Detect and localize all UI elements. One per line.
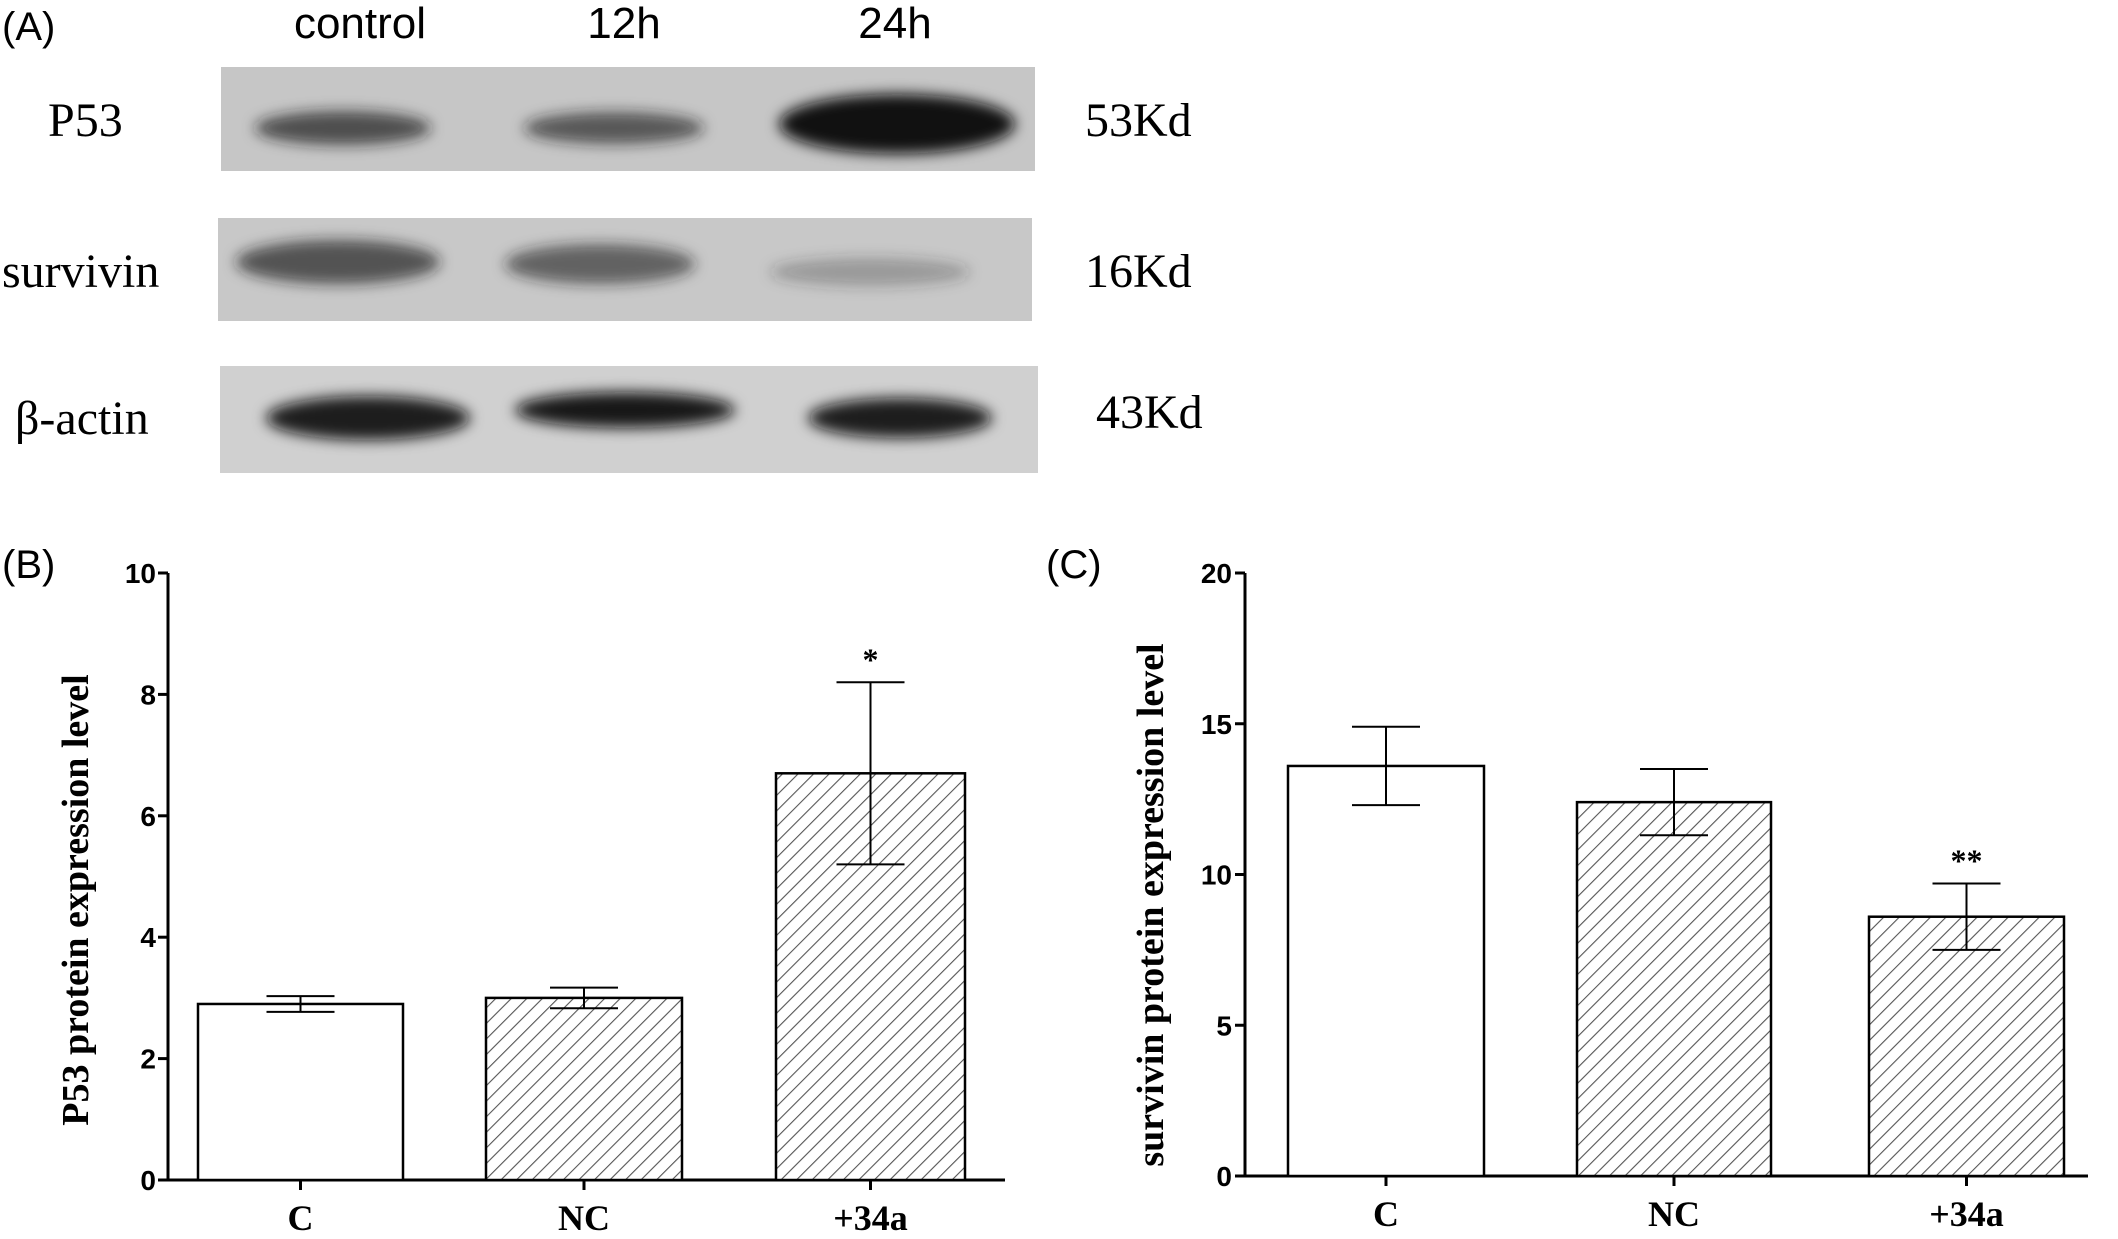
- panel-c-bar-+34a: [1867, 915, 2066, 1178]
- panel-c-significance-+34a: **: [1951, 843, 1983, 879]
- blot-size-survivin: 16Kd: [1085, 245, 1192, 298]
- lane-label-control: control: [294, 0, 426, 48]
- panel-b-x-tick-label-C: C: [288, 1198, 314, 1238]
- panel-c-x-tick-label-+34a: +34a: [1929, 1194, 2004, 1234]
- panel-b-y-tick-label-2: 2: [140, 1044, 156, 1075]
- band-beta-actin-control: [266, 396, 470, 440]
- panel-c-y-tick-label-10: 10: [1201, 860, 1232, 891]
- panel-c-y-tick-label-15: 15: [1201, 709, 1232, 740]
- panel-b-x-tick-label-+34a: +34a: [833, 1198, 908, 1238]
- panel-b-x-tick-label-NC: NC: [558, 1198, 610, 1238]
- blot-bands-p53: [255, 94, 1015, 154]
- blot-size-p53: 53Kd: [1085, 94, 1192, 147]
- panel-c-y-tick-label-5: 5: [1216, 1010, 1232, 1041]
- panel-b-bar-C: [196, 1002, 405, 1182]
- panel-b-y-tick-label-8: 8: [140, 679, 156, 710]
- panel-a: (A) control 12h 24h P53 53Kd survivin 16…: [2, 0, 1203, 473]
- panel-c-label: (C): [1046, 543, 1102, 587]
- blot-size-beta-actin: 43Kd: [1096, 386, 1203, 439]
- band-beta-actin-12h: [515, 392, 735, 428]
- blot-bands-survivin: [236, 240, 970, 286]
- panel-c-y-tick-label-20: 20: [1201, 558, 1232, 589]
- band-beta-actin-24h: [808, 398, 992, 438]
- blot-row-label-survivin: survivin: [2, 245, 159, 298]
- panel-a-label: (A): [2, 5, 55, 49]
- panel-b-y-tick-label-10: 10: [125, 558, 156, 589]
- panel-c-x-tick-label-C: C: [1373, 1194, 1399, 1234]
- panel-b-significance-+34a: *: [863, 641, 879, 677]
- lane-label-12h: 12h: [587, 0, 660, 48]
- blot-row-label-p53: P53: [48, 94, 123, 147]
- band-p53-control: [255, 111, 431, 145]
- panel-c-bar-NC: [1575, 800, 1773, 1178]
- panel-b-y-tick-label-6: 6: [140, 801, 156, 832]
- panel-c: (C) survivin protein expression level 0 5…: [1046, 543, 2088, 1234]
- panel-b-y-tick-label-4: 4: [140, 922, 156, 953]
- band-survivin-24h: [770, 258, 970, 286]
- panel-b-label: (B): [2, 543, 55, 587]
- panel-b-bar-NC: [484, 996, 684, 1182]
- panel-b-y-tick-label-0: 0: [140, 1165, 156, 1196]
- panel-b: (B) P53 protein expression level 0 2 4 6 8 10…: [2, 543, 1005, 1238]
- panel-b-y-axis-label: P53 protein expression level: [55, 674, 97, 1125]
- lane-label-24h: 24h: [858, 0, 931, 48]
- panel-c-bar-C: [1286, 764, 1486, 1178]
- band-p53-24h: [779, 94, 1015, 154]
- panel-c-y-tick-label-0: 0: [1216, 1161, 1232, 1192]
- panel-c-y-axis-label: survivin protein expression level: [1130, 643, 1172, 1166]
- panel-c-x-tick-label-NC: NC: [1648, 1194, 1700, 1234]
- blot-row-label-beta-actin: β-actin: [15, 392, 149, 445]
- band-survivin-control: [236, 240, 440, 284]
- band-p53-12h: [524, 112, 704, 144]
- band-survivin-12h: [505, 244, 695, 284]
- blot-bands-beta-actin: [266, 392, 992, 440]
